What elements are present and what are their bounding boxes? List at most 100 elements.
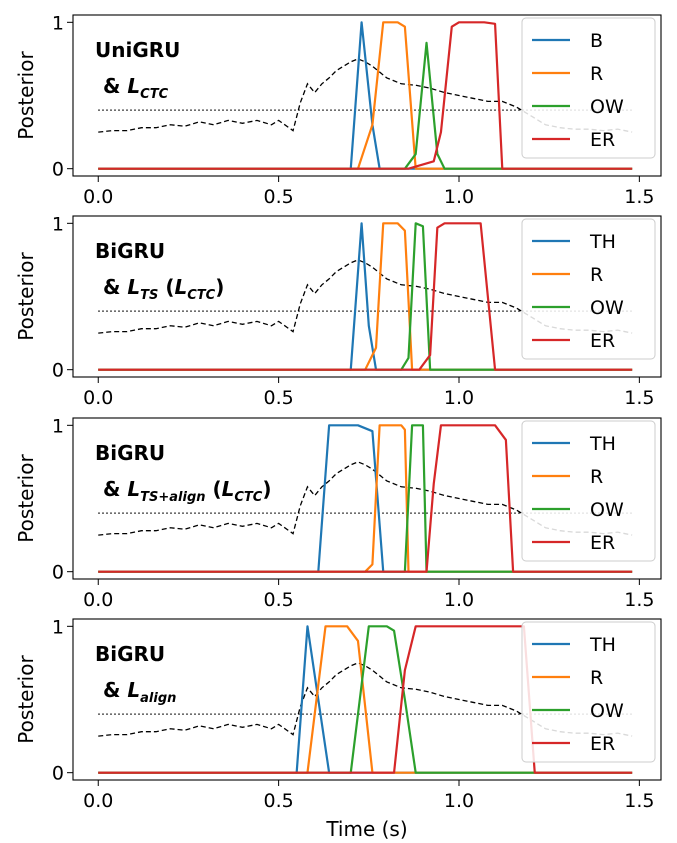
x-tick-label: 1.0: [444, 589, 474, 611]
loss-label: & LTS (LCTC): [103, 275, 224, 303]
loss-subscript: TS+align: [140, 490, 205, 505]
x-tick-label: 0.5: [264, 790, 294, 812]
paren-close: ): [262, 477, 271, 501]
legend-label-er: ER: [590, 330, 615, 352]
envelope-line: [98, 461, 633, 536]
legend-label-ow: OW: [590, 700, 624, 722]
envelope-line: [98, 58, 633, 133]
x-tick-label: 1.5: [624, 387, 654, 409]
legend-label-th: TH: [589, 634, 616, 656]
paren-open: (: [206, 477, 222, 501]
panel-1: Posterior 0.0 0.5 1.0 1.5 0 1 UniGRU & LCTC BR OW E…: [14, 12, 662, 208]
loss-symbol: L: [127, 477, 140, 501]
y-tick-label: 1: [52, 616, 64, 638]
loss-prefix: &: [103, 275, 127, 299]
legend-label-ow: OW: [590, 96, 624, 118]
x-tick-label: 0.5: [264, 387, 294, 409]
x-tick-label: 0.0: [83, 186, 113, 208]
loss-subscript: align: [140, 691, 176, 706]
legend-label-r: R: [590, 466, 603, 488]
legend-label-er: ER: [590, 532, 615, 554]
x-tick-label: 1.5: [624, 589, 654, 611]
loss-prefix: &: [103, 678, 127, 702]
legend-label-ow: OW: [590, 499, 624, 521]
y-axis-label: Posterior: [14, 252, 38, 341]
legend-label-er: ER: [590, 129, 615, 151]
legend-box: [521, 218, 656, 360]
y-axis-label: Posterior: [14, 51, 38, 140]
legend-label-r: R: [590, 264, 603, 286]
model-name: UniGRU: [95, 38, 180, 62]
x-tick-label: 1.0: [444, 790, 474, 812]
x-axis-label: Time (s): [325, 817, 407, 841]
series-line-er: [98, 21, 633, 170]
y-tick-label: 1: [52, 12, 64, 34]
series-line-er: [98, 222, 633, 371]
paren-symbol: L: [175, 275, 188, 299]
paren-symbol: L: [222, 477, 235, 501]
legend: TH R OW ER: [521, 218, 656, 360]
plot-frame: [72, 215, 662, 378]
legend-box: [521, 621, 656, 763]
plot-frame: [72, 14, 662, 177]
x-tick-label: 0.0: [83, 387, 113, 409]
plot-frame: [72, 618, 662, 781]
envelope-line: [98, 259, 633, 334]
loss-prefix: &: [103, 477, 127, 501]
series-line-ow: [98, 625, 633, 774]
series-line-th: [98, 424, 633, 573]
y-tick-label: 1: [52, 415, 64, 437]
plot-frame: [72, 417, 662, 580]
legend: TH R OW ER: [521, 621, 656, 763]
legend-label-b: B: [590, 30, 603, 52]
x-tick-label: 0.0: [83, 589, 113, 611]
legend-label-th: TH: [589, 433, 616, 455]
series-line-r: [98, 625, 633, 774]
legend-label-r: R: [590, 63, 603, 85]
loss-subscript: TS: [140, 288, 158, 303]
y-tick-label: 0: [52, 360, 64, 382]
legend-box: [521, 420, 656, 562]
legend-label-ow: OW: [590, 297, 624, 319]
paren-subscript: CTC: [187, 288, 215, 303]
loss-label: & LCTC: [103, 74, 169, 102]
y-tick-label: 0: [52, 763, 64, 785]
envelope-line: [98, 662, 633, 737]
x-tick-label: 0.0: [83, 790, 113, 812]
x-tick-label: 1.5: [624, 790, 654, 812]
loss-subscript: CTC: [140, 87, 168, 102]
loss-label: & LTS+align (LCTC): [103, 477, 271, 505]
y-axis-label: Posterior: [14, 655, 38, 744]
legend-box: [521, 17, 656, 159]
x-tick-label: 0.5: [264, 186, 294, 208]
x-tick-label: 1.0: [444, 186, 474, 208]
panel-3: Posterior 0.0 0.5 1.0 1.5 0 1 BiGRU & LTS+align …: [14, 415, 662, 611]
x-tick-label: 1.5: [624, 186, 654, 208]
x-tick-label: 1.0: [444, 387, 474, 409]
y-tick-label: 0: [52, 562, 64, 584]
paren-close: ): [215, 275, 224, 299]
paren-open: (: [158, 275, 174, 299]
panel-4: Posterior 0.0 0.5 1.0 1.5 0 1 BiGRU & Lalign TH RO…: [14, 616, 662, 841]
y-axis-label: Posterior: [14, 454, 38, 543]
legend-label-th: TH: [589, 231, 616, 253]
legend-label-er: ER: [590, 733, 615, 755]
model-name: BiGRU: [95, 441, 165, 465]
series-line-er: [98, 424, 633, 573]
model-name: BiGRU: [95, 239, 165, 263]
loss-prefix: &: [103, 74, 127, 98]
legend: BR OW ER: [521, 17, 656, 159]
model-name: BiGRU: [95, 642, 165, 666]
loss-symbol: L: [127, 678, 140, 702]
y-tick-label: 0: [52, 159, 64, 181]
loss-symbol: L: [127, 275, 140, 299]
loss-symbol: L: [127, 74, 140, 98]
x-tick-label: 0.5: [264, 589, 294, 611]
legend: TH R OW ER: [521, 420, 656, 562]
series-line-r: [98, 21, 633, 170]
paren-subscript: CTC: [234, 490, 262, 505]
y-tick-label: 1: [52, 213, 64, 235]
